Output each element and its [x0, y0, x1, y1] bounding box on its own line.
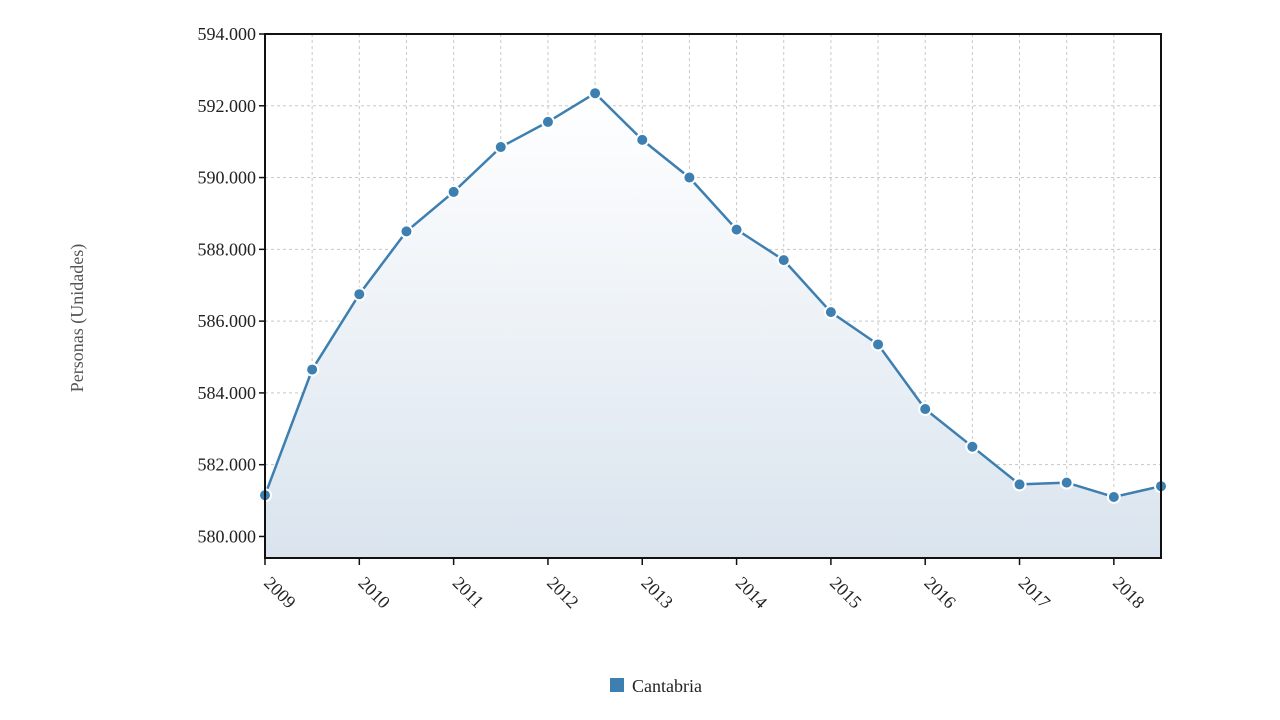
y-tick-label: 592.000 — [198, 96, 257, 116]
data-point — [493, 140, 508, 155]
x-tick-label: 2013 — [637, 573, 677, 613]
y-tick-label: 584.000 — [198, 383, 257, 403]
data-point — [1059, 475, 1074, 490]
series-area-cantabria — [265, 93, 1161, 558]
x-tick-label: 2016 — [920, 573, 960, 613]
x-axis-ticks: 2009 2010 2011 2012 2013 2014 2015 2016 2017 2018 — [260, 558, 1149, 613]
data-point — [871, 337, 886, 352]
x-tick-label: 2017 — [1015, 573, 1055, 613]
legend-label-cantabria: Cantabria — [632, 676, 702, 696]
data-point — [729, 222, 744, 237]
y-axis-title: Personas (Unidades) — [67, 244, 88, 392]
data-point — [352, 287, 367, 302]
y-tick-label: 582.000 — [198, 455, 257, 475]
x-tick-label: 2010 — [354, 573, 394, 613]
plot-frame — [264, 33, 1162, 559]
data-point — [682, 170, 697, 185]
legend: Cantabria — [610, 676, 702, 696]
y-tick-label: 586.000 — [198, 311, 257, 331]
x-tick-label: 2011 — [449, 573, 488, 612]
data-point — [823, 305, 838, 320]
x-tick-label: 2009 — [260, 573, 300, 613]
y-tick-label: 580.000 — [198, 526, 257, 546]
data-point — [635, 132, 650, 147]
data-points — [258, 86, 1168, 504]
series-line-cantabria — [263, 91, 1162, 499]
data-point — [776, 253, 791, 268]
x-tick-label: 2014 — [732, 573, 772, 613]
data-point — [965, 439, 980, 454]
x-tick-label: 2015 — [826, 573, 866, 613]
data-point — [1012, 477, 1027, 492]
data-point — [918, 402, 933, 417]
x-tick-label: 2012 — [543, 573, 583, 613]
data-point — [540, 114, 555, 129]
y-tick-label: 594.000 — [198, 24, 257, 44]
y-tick-label: 588.000 — [198, 239, 257, 259]
y-tick-label: 590.000 — [198, 168, 257, 188]
data-point — [305, 362, 320, 377]
data-point — [1106, 489, 1121, 504]
data-point — [399, 224, 414, 239]
y-axis-ticks: 580.000 582.000 584.000 586.000 588.000 590.0… — [198, 24, 265, 546]
legend-swatch-cantabria — [610, 678, 624, 692]
data-point — [588, 86, 603, 101]
data-point — [446, 184, 461, 199]
x-tick-label: 2018 — [1109, 573, 1149, 613]
